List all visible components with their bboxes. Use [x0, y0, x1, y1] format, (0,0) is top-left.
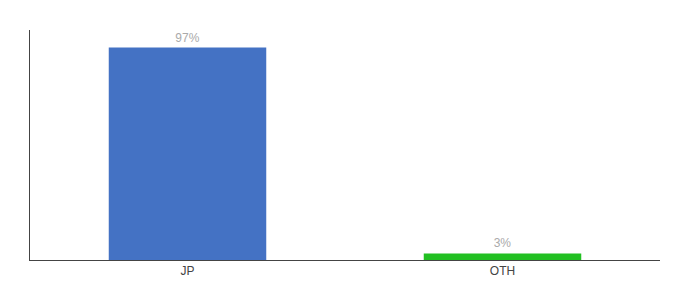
svg-text:JP: JP: [180, 264, 194, 278]
svg-text:97%: 97%: [175, 31, 199, 45]
svg-text:OTH: OTH: [490, 264, 515, 278]
svg-text:3%: 3%: [494, 236, 512, 250]
